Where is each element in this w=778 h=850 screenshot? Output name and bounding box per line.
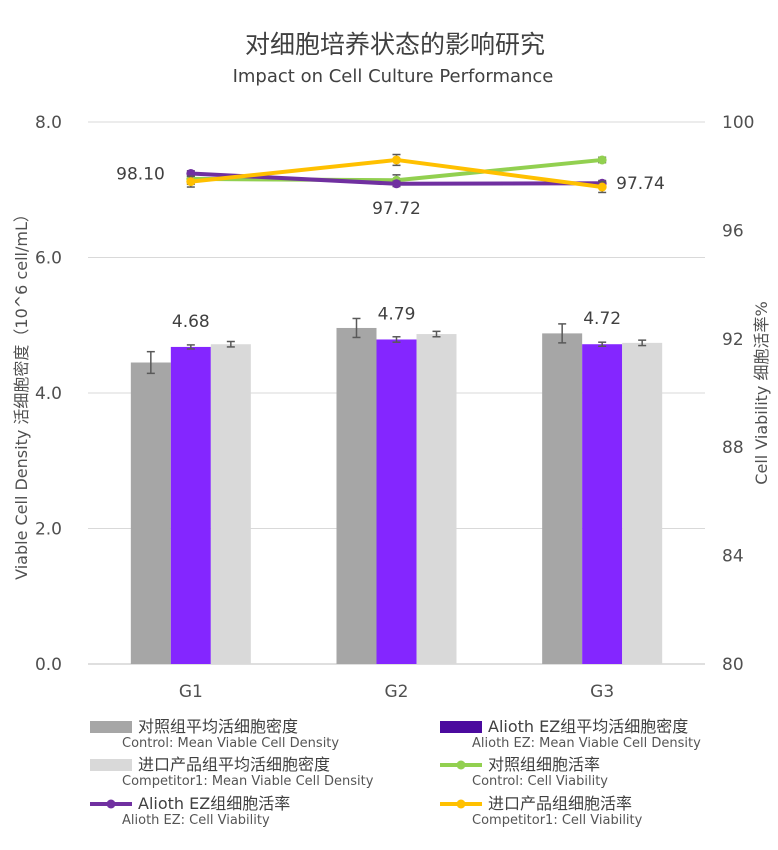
bar <box>376 339 417 664</box>
legend-sublabel: Competitor1: Cell Viability <box>472 813 643 828</box>
bar <box>622 342 663 664</box>
y-tick-label: 6.0 <box>35 249 62 269</box>
x-tick-label: G1 <box>179 682 203 702</box>
series-point <box>392 155 401 165</box>
bar <box>416 334 457 664</box>
legend-label: Alioth EZ组细胞活率 <box>138 794 290 813</box>
chart-subtitle: Impact on Cell Culture Performance <box>233 66 554 87</box>
y-tick-label: 2.0 <box>35 520 62 540</box>
y-tick-label: 8.0 <box>35 113 62 133</box>
x-tick-label: G3 <box>590 682 614 702</box>
y2-tick-label: 100 <box>722 113 754 133</box>
y2-tick-label: 92 <box>722 330 744 350</box>
bar-data-label: 4.72 <box>583 309 621 329</box>
legend-swatch <box>90 759 132 771</box>
legend-swatch <box>90 721 132 733</box>
legend-sublabel: Competitor1: Mean Viable Cell Density <box>122 774 374 789</box>
bar-data-label: 4.79 <box>378 304 416 324</box>
bar <box>210 344 251 664</box>
y-axis-title: Viable Cell Density 活细胞密度（10^6 cell/mL） <box>12 206 31 580</box>
y2-tick-label: 84 <box>722 547 744 567</box>
chart-title: 对细胞培养状态的影响研究 <box>245 30 545 59</box>
line-data-label: 97.72 <box>372 199 421 219</box>
line-data-label: 97.74 <box>616 174 665 194</box>
y2-tick-label: 96 <box>722 221 744 241</box>
bar <box>170 346 211 664</box>
legend-marker <box>456 760 466 770</box>
legend-sublabel: Alioth EZ: Cell Viability <box>122 813 270 828</box>
legend-label: 对照组细胞活率 <box>488 755 600 774</box>
series-point <box>597 182 607 192</box>
legend-marker <box>106 799 116 809</box>
y2-tick-label: 88 <box>722 438 744 458</box>
legend-label: Alioth EZ组平均活细胞密度 <box>488 717 688 736</box>
bar <box>582 344 623 664</box>
legend-label: 进口产品组平均活细胞密度 <box>138 755 330 774</box>
legend-swatch <box>440 721 482 733</box>
line-data-label: 98.10 <box>116 164 165 184</box>
legend-label: 进口产品组细胞活率 <box>488 794 632 813</box>
y-tick-label: 4.0 <box>35 384 62 404</box>
series-point <box>597 155 607 165</box>
bar-data-label: 4.68 <box>172 312 210 332</box>
bar <box>130 362 171 664</box>
legend-sublabel: Alioth EZ: Mean Viable Cell Density <box>472 736 701 751</box>
series-point <box>186 177 196 187</box>
legend-label: 对照组平均活细胞密度 <box>138 717 298 736</box>
y2-tick-label: 80 <box>722 655 744 675</box>
bar <box>336 327 377 664</box>
bar <box>542 333 583 664</box>
series-point <box>392 179 401 189</box>
x-tick-label: G2 <box>385 682 409 702</box>
legend-marker <box>456 799 466 809</box>
y-tick-label: 0.0 <box>35 655 62 675</box>
legend-sublabel: Control: Cell Viability <box>472 774 608 789</box>
y2-axis-title: Cell Viability 细胞活率% <box>752 301 771 484</box>
legend-sublabel: Control: Mean Viable Cell Density <box>122 736 339 751</box>
